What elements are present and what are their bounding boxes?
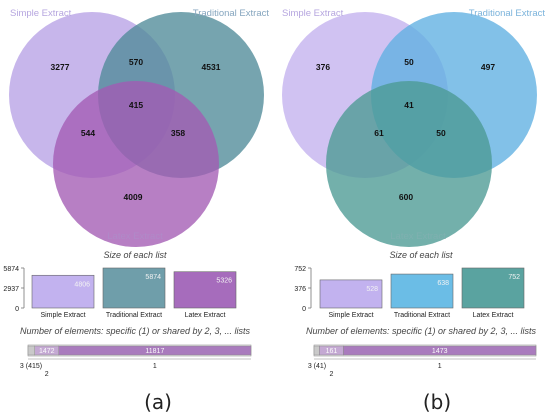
venn-diagram-b <box>282 12 537 247</box>
y-tick-label: 2937 <box>3 286 19 293</box>
bar <box>102 267 166 309</box>
panel-a: Simple Extract Traditional Extract Latex… <box>3 8 269 414</box>
venn-a-label-latex: Latex Extract <box>107 231 163 242</box>
bar <box>173 271 237 309</box>
bar-category-label: Traditional Extract <box>394 312 450 319</box>
strip-segment-label: 1472 <box>39 348 55 355</box>
bar <box>319 279 383 309</box>
bar <box>31 274 95 309</box>
strip-axis-label: 2 <box>329 371 333 378</box>
strip-segment-label: 11817 <box>145 348 164 355</box>
y-tick-label: 0 <box>15 306 19 313</box>
venn-b-counts: 376 497 600 50 61 50 41 <box>316 57 495 202</box>
strip-segment <box>343 345 537 356</box>
count-latex-only: 4009 <box>124 192 143 202</box>
strip-b-title: Number of elements: specific (1) or shar… <box>306 326 537 336</box>
strip-a-title: Number of elements: specific (1) or shar… <box>20 326 251 336</box>
bar <box>461 267 525 309</box>
bar-category-label: Latex Extract <box>185 312 226 319</box>
strip-segment <box>27 345 36 356</box>
strip-segment <box>313 345 320 356</box>
count-simple-only: 3277 <box>51 62 70 72</box>
bar-category-label: Simple Extract <box>40 312 85 319</box>
circle-latex <box>326 81 492 247</box>
y-tick-label: 752 <box>294 266 306 273</box>
strip-chart-b: 161 1473 3 (41)2 1 <box>308 344 537 378</box>
count-simple-latex: 544 <box>81 128 95 138</box>
count-traditional-latex: 50 <box>436 128 446 138</box>
strip-segment-label: 1473 <box>432 348 448 355</box>
bar-category-label: Traditional Extract <box>106 312 162 319</box>
venn-b-label-traditional: Traditional Extract <box>469 8 546 19</box>
venn-a-counts: 3277 4531 4009 570 544 358 415 <box>51 57 221 202</box>
strip-chart-a: 1472 11817 3 (415)2 1 <box>20 344 252 378</box>
bar-category-label: Simple Extract <box>328 312 373 319</box>
count-simple-traditional: 570 <box>129 57 143 67</box>
strip-axis-label: 3 (41) <box>308 363 326 370</box>
strip-axis-label: 1 <box>153 363 157 370</box>
panel-a-letter: (a) <box>144 390 172 414</box>
bar-value-label: 5326 <box>216 278 232 285</box>
bar-category-label: Latex Extract <box>473 312 514 319</box>
y-tick-label: 5874 <box>3 266 19 273</box>
strip-axis-label: 1 <box>438 363 442 370</box>
strip-axis-label: 3 (415) <box>20 363 42 370</box>
venn-a-label-traditional: Traditional Extract <box>193 8 270 19</box>
bar-value-label: 752 <box>508 274 520 281</box>
count-traditional-only: 497 <box>481 62 495 72</box>
bar-value-label: 4806 <box>74 281 90 288</box>
circle-latex <box>53 81 219 247</box>
venn-a-label-simple: Simple Extract <box>10 8 72 19</box>
count-simple-traditional: 50 <box>404 57 414 67</box>
panel-b: Simple Extract Traditional Extract Latex… <box>282 8 545 414</box>
venn-b-label-latex: Latex Extract <box>390 231 446 242</box>
count-simple-only: 376 <box>316 62 330 72</box>
strip-segment <box>58 345 252 356</box>
y-tick-label: 0 <box>302 306 306 313</box>
bar-b-title: Size of each list <box>389 250 453 260</box>
venn-diagram-a <box>9 12 264 247</box>
bar-value-label: 528 <box>366 286 378 293</box>
strip-axis-label: 2 <box>45 371 49 378</box>
count-simple-latex: 61 <box>374 128 384 138</box>
panel-b-letter: (b) <box>423 390 451 414</box>
strip-segment-label: 161 <box>326 348 338 355</box>
venn-b-label-simple: Simple Extract <box>282 8 344 19</box>
bar-chart-b: 0 376 752 528 Simple Extract 638 Traditional E… <box>294 266 525 319</box>
bar-value-label: 5874 <box>145 274 161 281</box>
bar-a-title: Size of each list <box>103 250 167 260</box>
count-all: 41 <box>404 100 414 110</box>
bar <box>390 273 454 309</box>
bar-value-label: 638 <box>437 280 449 287</box>
bar-chart-a: 0 2937 5874 4806 Simple Extract 5874 Tradition… <box>3 266 237 319</box>
y-tick-label: 376 <box>294 286 306 293</box>
count-latex-only: 600 <box>399 192 413 202</box>
count-traditional-latex: 358 <box>171 128 185 138</box>
count-traditional-only: 4531 <box>202 62 221 72</box>
count-all: 415 <box>129 100 143 110</box>
